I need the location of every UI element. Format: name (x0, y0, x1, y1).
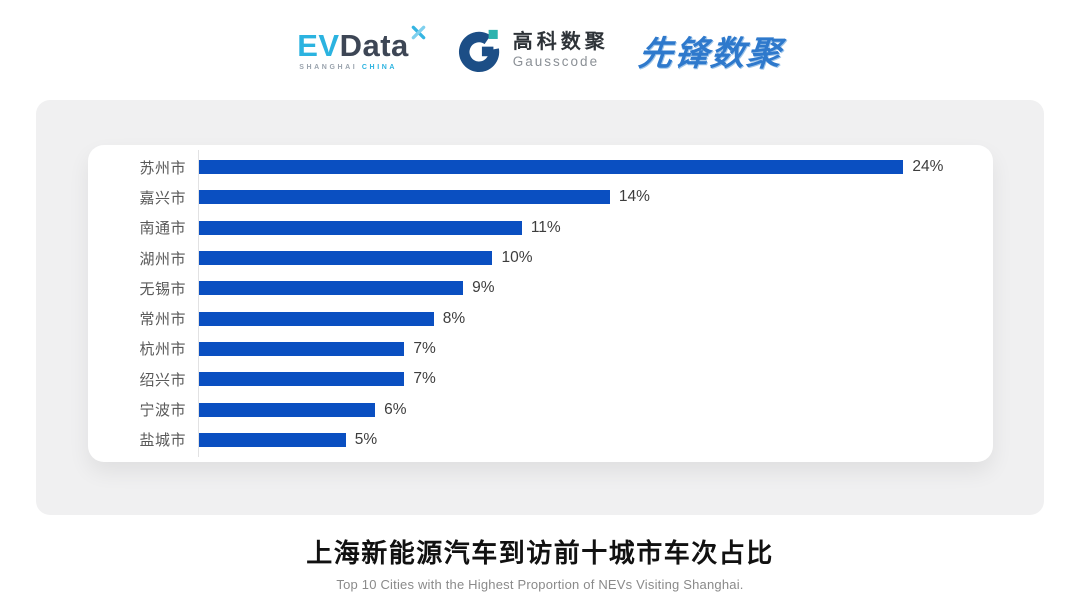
chart-card: 苏州市 24% 嘉兴市 14% 南通市 11% 湖州市 10% 无锡市 9% 常州市 8% 杭州市 7% 绍… (88, 145, 993, 462)
bar (199, 220, 522, 235)
gausscode-text: 高科数聚 Gausscode (513, 31, 609, 69)
gausscode-logo: 高科数聚 Gausscode (457, 27, 609, 73)
category-label: 嘉兴市 (139, 189, 186, 207)
category-label: 杭州市 (139, 341, 186, 359)
category-label: 无锡市 (139, 280, 186, 298)
evdata-ev-text: EV (297, 27, 340, 63)
bar-zone: 24% (199, 158, 973, 176)
gausscode-g-icon (458, 29, 499, 73)
chart-row: 宁波市 6% (88, 394, 973, 424)
bar-value-label: 7% (413, 339, 436, 357)
header-logos: EV Data SHANGHAI CHINA 高科数聚 Gausscode (0, 0, 1080, 100)
category-label: 绍兴市 (139, 371, 186, 389)
gausscode-cn-name: 高科数聚 (512, 31, 609, 53)
bar-value-label: 10% (501, 249, 533, 267)
bar-zone: 6% (199, 401, 973, 419)
bar (199, 281, 464, 296)
bar-value-label: 24% (912, 158, 944, 176)
chart-row: 嘉兴市 14% (88, 182, 973, 212)
bar-value-label: 8% (442, 309, 466, 327)
bar-value-label: 7% (413, 370, 436, 388)
chart-title: 上海新能源汽车到访前十城市车次占比 (306, 538, 774, 568)
evdata-tagline-china: CHINA (361, 63, 398, 71)
evdata-tagline-shanghai: SHANGHAI (299, 63, 358, 71)
chart-row: 常州市 8% (88, 303, 973, 333)
chart-subtitle: Top 10 Cities with the Highest Proportio… (336, 577, 744, 592)
bar-zone: 5% (199, 431, 973, 449)
bar (199, 160, 904, 175)
bar-zone: 8% (199, 310, 973, 328)
bar (199, 341, 405, 356)
bar (199, 402, 376, 417)
chart-rows: 苏州市 24% 嘉兴市 14% 南通市 11% 湖州市 10% 无锡市 9% 常州市 8% 杭州市 7% 绍… (88, 152, 973, 455)
category-label: 湖州市 (139, 250, 186, 268)
category-label: 盐城市 (139, 432, 186, 450)
bar (199, 251, 493, 266)
bar (199, 190, 610, 205)
bar-zone: 14% (199, 188, 973, 206)
chart-row: 无锡市 9% (88, 273, 973, 303)
chart-row: 南通市 11% (88, 213, 973, 243)
evdata-tagline: SHANGHAI CHINA (297, 64, 397, 71)
y-axis-line (198, 150, 199, 457)
bar-value-label: 14% (618, 188, 650, 206)
page: EV Data SHANGHAI CHINA 高科数聚 Gausscode (0, 0, 1080, 592)
bar-value-label: 9% (472, 279, 495, 297)
bar-zone: 9% (199, 279, 973, 297)
evdata-logo: EV Data SHANGHAI CHINA (297, 25, 427, 71)
chart-row: 杭州市 7% (88, 334, 973, 364)
xianfeng-logo: 先锋数聚 (636, 34, 785, 73)
chart-row: 苏州市 24% (88, 152, 973, 182)
bar (199, 311, 434, 326)
category-label: 苏州市 (139, 159, 186, 177)
bar-zone: 7% (199, 340, 973, 358)
evdata-data-text: Data (339, 27, 409, 63)
category-label: 宁波市 (139, 402, 186, 420)
gausscode-en-name: Gausscode (512, 54, 600, 69)
bar-value-label: 11% (530, 218, 561, 236)
category-label: 南通市 (139, 220, 186, 238)
bar (199, 372, 405, 387)
bar-zone: 11% (199, 219, 973, 237)
caption: 上海新能源汽车到访前十城市车次占比 Top 10 Cities with the… (0, 533, 1080, 592)
x-star-icon (411, 25, 426, 39)
bar (199, 432, 346, 447)
evdata-wordmark: EV Data (297, 25, 427, 63)
bar-value-label: 6% (384, 400, 407, 418)
chart-row: 盐城市 5% (88, 425, 973, 455)
bar-value-label: 5% (354, 430, 378, 448)
chart-panel: 苏州市 24% 嘉兴市 14% 南通市 11% 湖州市 10% 无锡市 9% 常州市 8% 杭州市 7% 绍… (36, 100, 1044, 515)
chart-row: 湖州市 10% (88, 243, 973, 273)
chart-row: 绍兴市 7% (88, 364, 973, 394)
bar-zone: 7% (199, 370, 973, 388)
bar-zone: 10% (199, 249, 973, 267)
category-label: 常州市 (139, 311, 186, 329)
